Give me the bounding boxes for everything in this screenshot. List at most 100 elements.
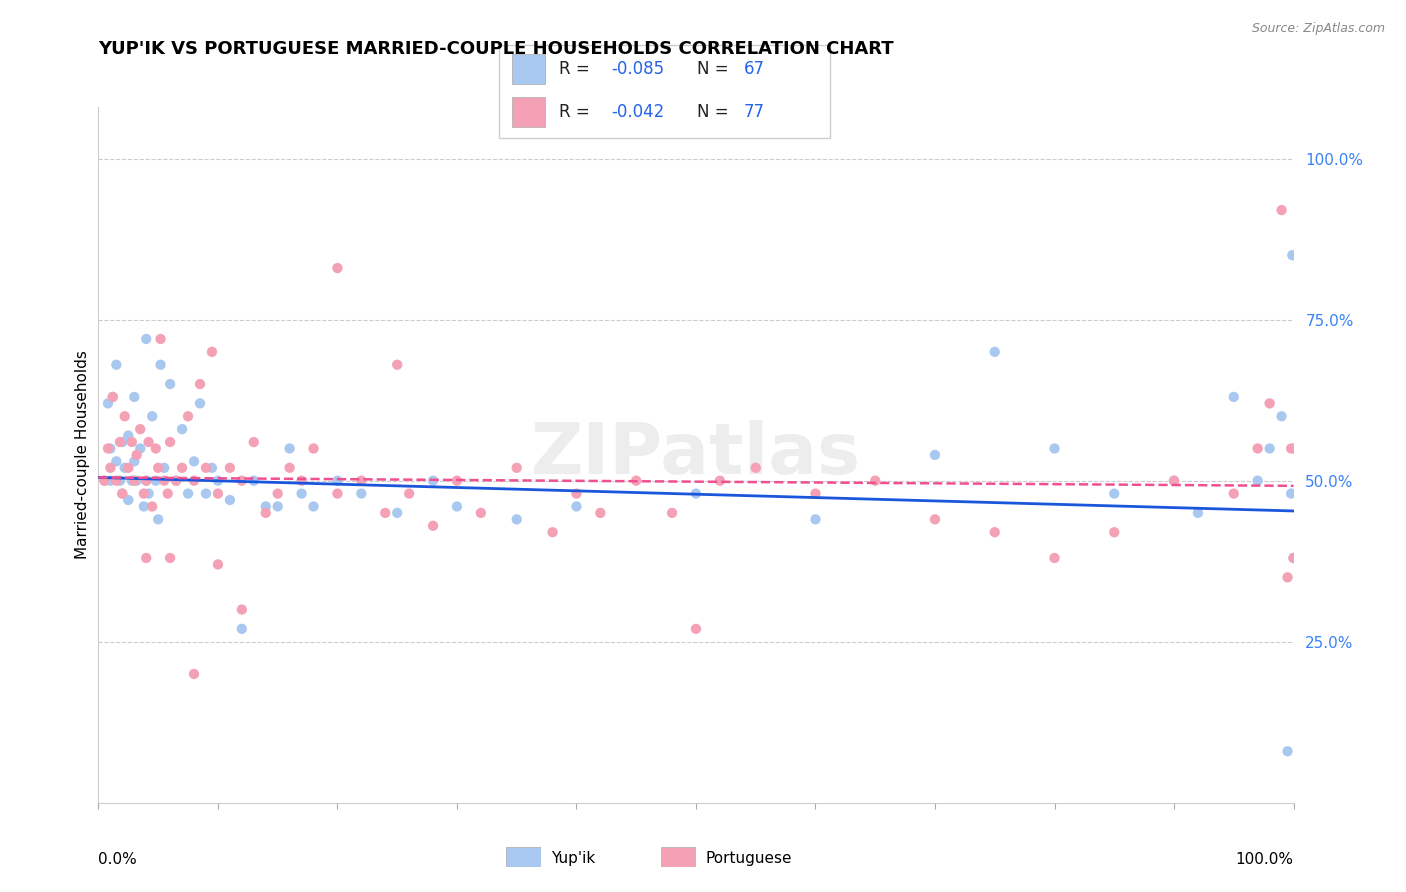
Point: [326, 474, 349, 488]
Point: [117, 460, 139, 475]
Point: [506, 460, 529, 475]
Point: [172, 460, 194, 475]
Point: [177, 409, 200, 424]
Bar: [512, 54, 546, 84]
Point: [219, 460, 242, 475]
Point: [188, 396, 211, 410]
Point: [804, 486, 827, 500]
Point: [108, 474, 131, 488]
Point: [290, 474, 312, 488]
Point: [114, 409, 136, 424]
Point: [97, 442, 120, 456]
Point: [231, 602, 253, 616]
Point: [153, 460, 176, 475]
Point: [194, 486, 217, 500]
Point: [93, 474, 115, 488]
Text: -0.042: -0.042: [612, 103, 665, 121]
Point: [1043, 442, 1066, 456]
Point: [165, 474, 187, 488]
Point: [745, 460, 768, 475]
Point: [148, 460, 170, 475]
Point: [159, 551, 181, 566]
Point: [135, 551, 157, 566]
Point: [1102, 525, 1125, 540]
Text: N =: N =: [697, 103, 734, 121]
Point: [124, 454, 146, 468]
Point: [446, 474, 468, 488]
Point: [105, 474, 128, 488]
Point: [117, 428, 139, 442]
Point: [124, 474, 146, 488]
Point: [201, 344, 224, 359]
Point: [219, 493, 242, 508]
Point: [1279, 442, 1302, 456]
Point: [326, 486, 349, 500]
Point: [111, 486, 134, 500]
Point: [98, 474, 122, 488]
Point: [129, 442, 152, 456]
Point: [278, 460, 301, 475]
Point: [1187, 506, 1209, 520]
Point: [385, 358, 409, 372]
Point: [254, 506, 277, 520]
Point: [1102, 486, 1125, 500]
Point: [114, 460, 136, 475]
Point: [685, 622, 707, 636]
Point: [149, 332, 172, 346]
Point: [1281, 248, 1303, 262]
Point: [924, 512, 946, 526]
Text: N =: N =: [697, 60, 734, 78]
Point: [101, 390, 124, 404]
Point: [132, 500, 155, 514]
Point: [1258, 396, 1281, 410]
Point: [132, 486, 155, 500]
Point: [117, 493, 139, 508]
Text: Yup'ik: Yup'ik: [551, 851, 595, 865]
Point: [121, 435, 143, 450]
Point: [1163, 474, 1185, 488]
Point: [1271, 203, 1294, 218]
Point: [1246, 442, 1268, 456]
Bar: [512, 97, 546, 127]
Text: -0.085: -0.085: [612, 60, 665, 78]
Point: [135, 332, 157, 346]
Point: [145, 442, 167, 456]
Text: 77: 77: [744, 103, 765, 121]
Point: [1258, 442, 1281, 456]
Point: [129, 422, 152, 436]
Point: [93, 474, 115, 488]
Point: [98, 442, 122, 456]
Point: [231, 622, 253, 636]
Point: [108, 435, 131, 450]
Text: Source: ZipAtlas.com: Source: ZipAtlas.com: [1251, 22, 1385, 36]
Text: 0.0%: 0.0%: [98, 852, 138, 866]
Point: [1279, 486, 1302, 500]
Point: [290, 486, 312, 500]
Point: [565, 486, 588, 500]
Point: [863, 474, 886, 488]
Text: YUP'IK VS PORTUGUESE MARRIED-COUPLE HOUSEHOLDS CORRELATION CHART: YUP'IK VS PORTUGUESE MARRIED-COUPLE HOUS…: [98, 40, 894, 58]
Point: [278, 442, 301, 456]
Point: [207, 558, 229, 572]
Point: [153, 474, 176, 488]
Point: [422, 474, 444, 488]
Point: [1282, 442, 1305, 456]
Point: [1163, 474, 1185, 488]
Point: [302, 442, 325, 456]
Point: [156, 486, 179, 500]
Point: [124, 390, 146, 404]
Point: [177, 486, 200, 500]
Point: [125, 448, 148, 462]
Point: [1277, 744, 1299, 758]
Point: [1222, 486, 1246, 500]
Point: [148, 512, 170, 526]
Point: [1222, 390, 1246, 404]
Point: [624, 474, 647, 488]
Point: [111, 435, 134, 450]
Point: [1282, 551, 1305, 566]
Point: [385, 506, 409, 520]
Point: [188, 377, 211, 392]
Point: [101, 390, 124, 404]
Point: [159, 435, 181, 450]
Point: [541, 525, 564, 540]
